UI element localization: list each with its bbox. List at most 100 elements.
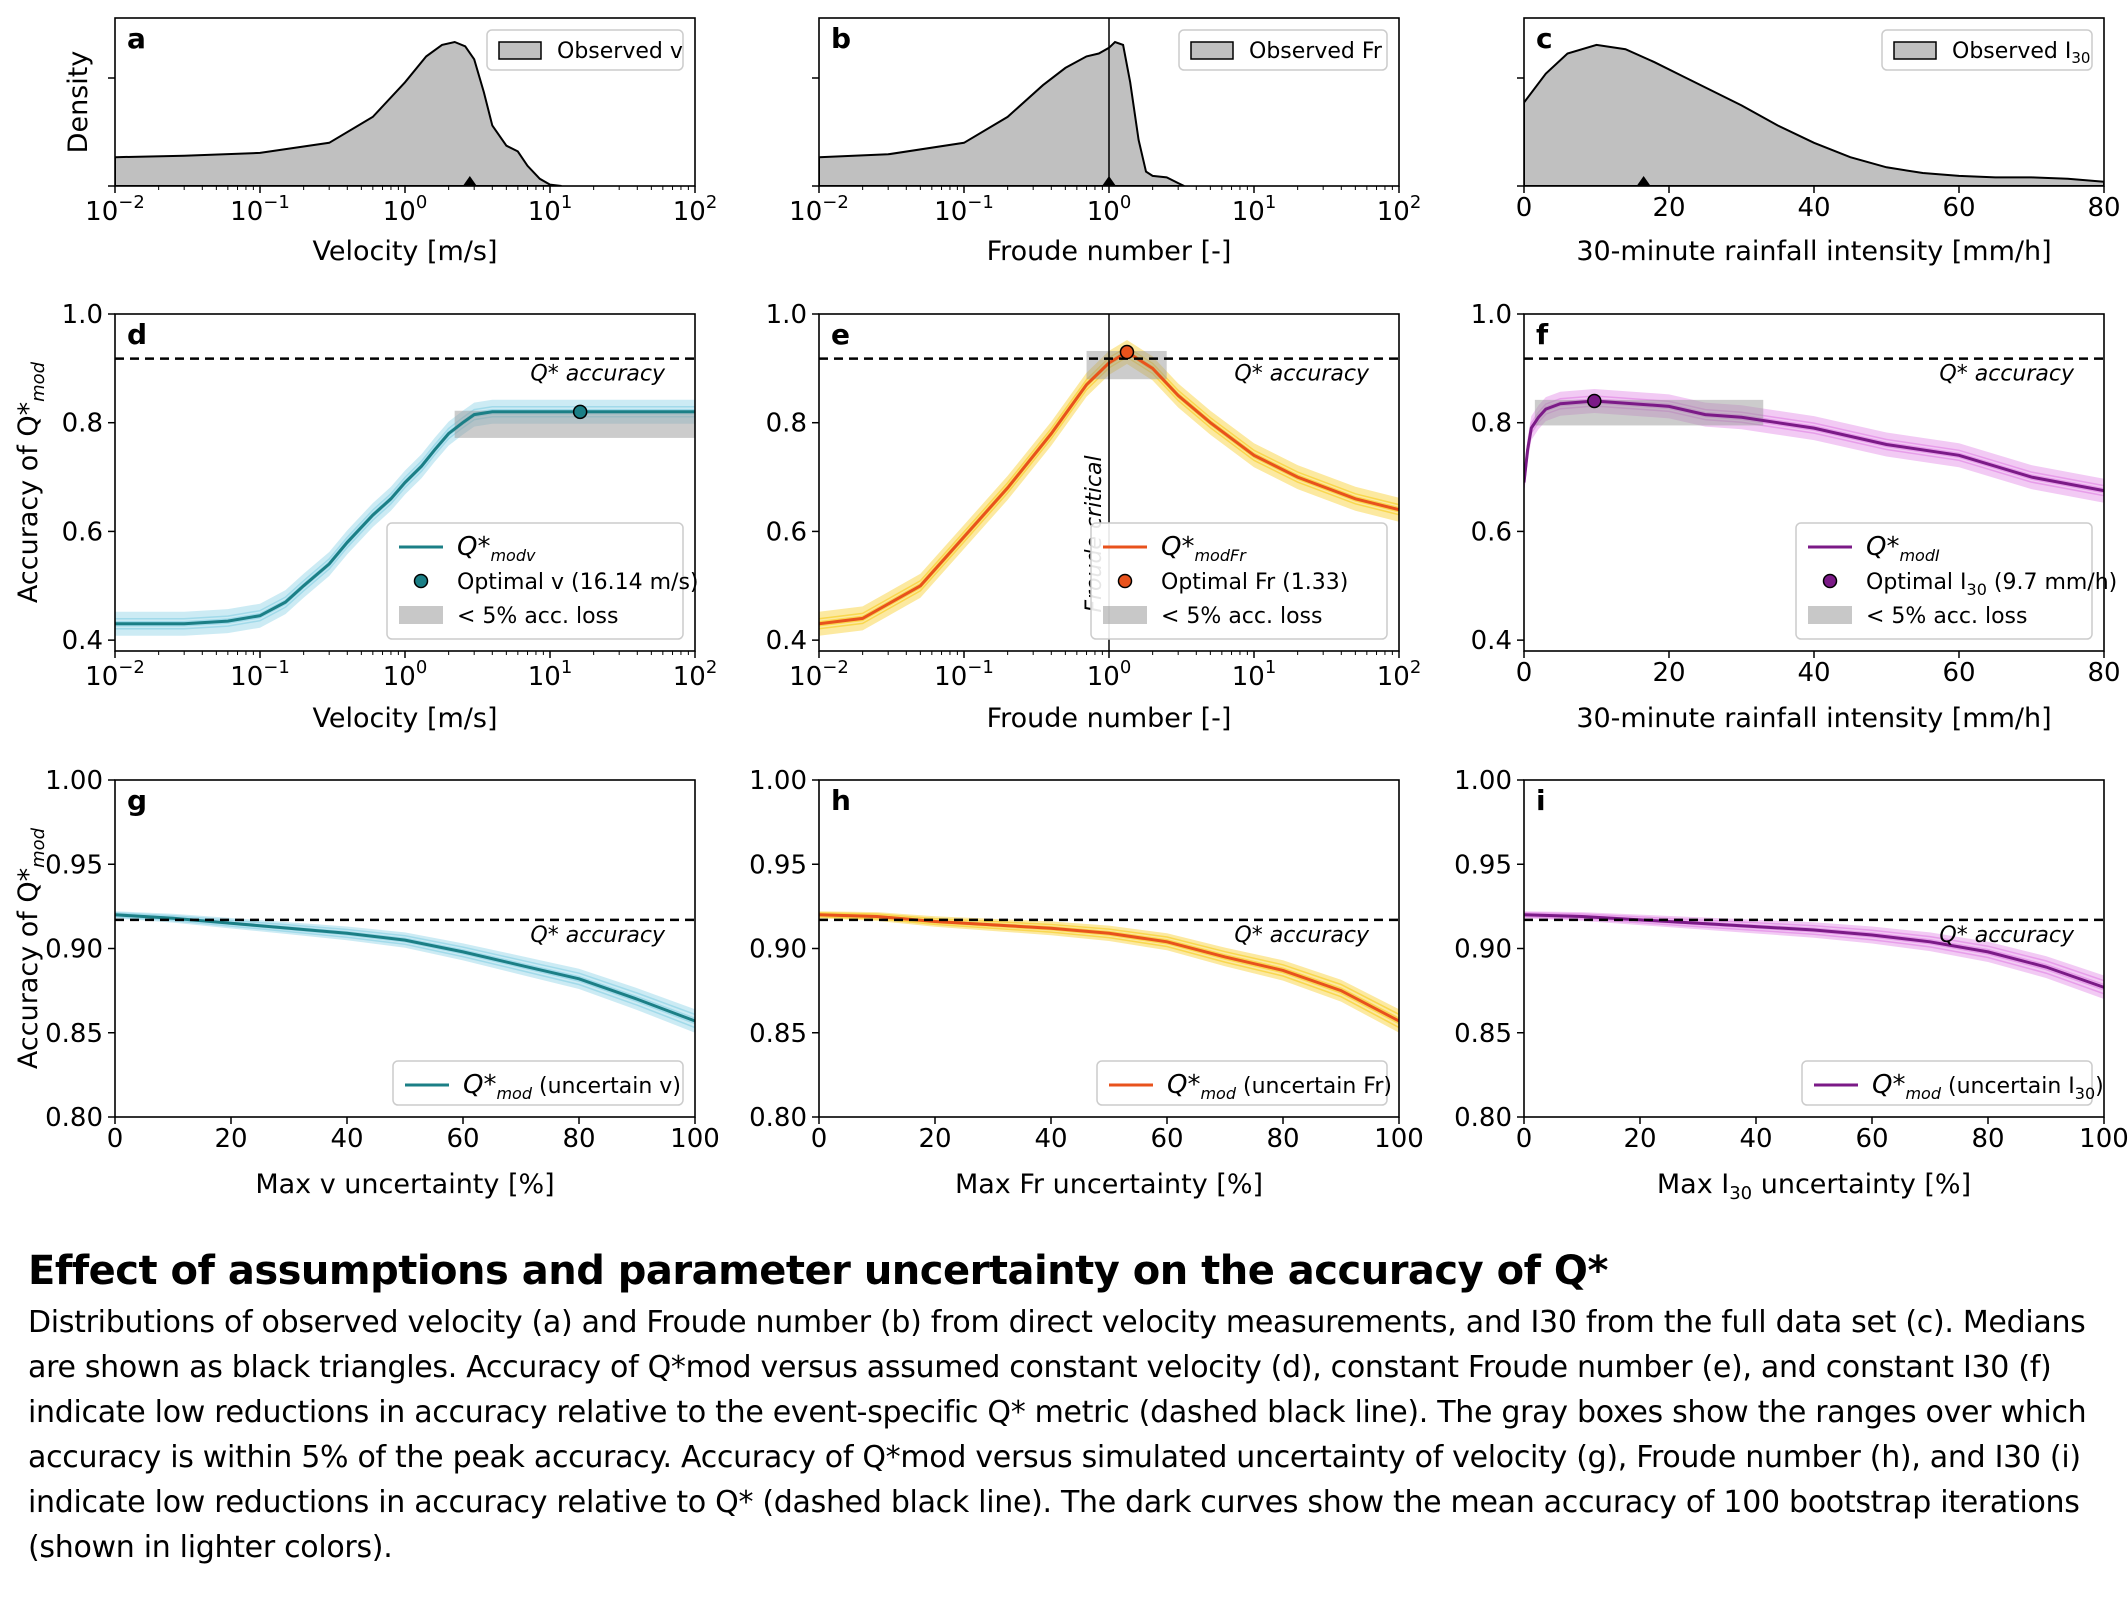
tick-exponent: −2 (822, 192, 849, 213)
x-tick-label-h-4: 80 (1266, 1124, 1299, 1154)
caption-title: Effect of assumptions and parameter unce… (28, 1248, 1608, 1294)
plot-area-c (1524, 43, 2104, 186)
legend-label-f-box: < 5% acc. loss (1866, 604, 2027, 629)
tick-exponent: −2 (822, 657, 849, 678)
tick-base: 10 (789, 197, 822, 227)
x-tick-label-h-5: 100 (1374, 1124, 1424, 1154)
tick-exponent: 0 (1120, 192, 1131, 213)
legend-label-g-curve: Q*mod (uncertain v) (463, 1070, 681, 1103)
qstar-accuracy-label-e: Q* accuracy (1234, 362, 1370, 387)
panel-letter-i: i (1536, 784, 1546, 817)
legend-label-i-curve: Q*mod (uncertain I30) (1872, 1070, 2104, 1103)
x-tick-label-g-5: 100 (670, 1124, 720, 1154)
tick-base: 10 (1087, 662, 1120, 692)
tick-base: 10 (1232, 662, 1265, 692)
x-tick-label-b-0: 10−2 (789, 192, 849, 227)
y-tick-label-g-4: 1.00 (45, 766, 103, 796)
y-tick-label-e-3: 1.0 (766, 300, 807, 330)
tick-base: 10 (1087, 197, 1120, 227)
legend-label-d-box: < 5% acc. loss (457, 604, 618, 629)
mean-curve-d (115, 410, 695, 626)
y-axis-label-g: Accuracy of Q*mod (13, 827, 49, 1069)
x-label-text: 30-minute rainfall intensity [mm/h] (1576, 236, 2051, 267)
tick-exponent: 0 (1120, 657, 1131, 678)
legend-label-e-box: < 5% acc. loss (1161, 604, 1322, 629)
median-marker-a (462, 176, 477, 186)
x-tick-label-f-4: 80 (2087, 658, 2120, 688)
legend-subscript-2: 30 (2075, 1084, 2095, 1103)
legend-box-i (1801, 1060, 2093, 1106)
y-tick-label-h-4: 1.00 (749, 766, 807, 796)
legend-box-swatch-e (1103, 606, 1147, 624)
plot-area-h (819, 911, 1399, 1033)
x-tick-label-i-3: 60 (1855, 1124, 1888, 1154)
legend-q-symbol: Q* (1161, 532, 1194, 562)
legend-marker-swatch-e (1117, 573, 1133, 589)
tick-exponent: 2 (1410, 657, 1421, 678)
y-axis-label-d: Accuracy of Q*mod (13, 361, 49, 603)
tick-exponent: −2 (118, 192, 145, 213)
tick-base: 10 (789, 662, 822, 692)
x-axis-label-f: 30-minute rainfall intensity [mm/h] (1576, 703, 2051, 734)
legend-label-a: Observed v (557, 39, 683, 64)
plot-area-f (1524, 357, 2104, 503)
x-tick-label-e-1: 10−1 (934, 657, 994, 692)
y-axis-label-a: Density (63, 51, 94, 154)
legend-q-symbol: Q* (457, 532, 490, 562)
tick-base: 10 (383, 662, 416, 692)
x-tick-label-d-1: 10−1 (230, 657, 290, 692)
x-tick-label-g-1: 20 (214, 1124, 247, 1154)
legend-optimal-text: Optimal I (1866, 570, 1967, 595)
legend-text: Observed I (1952, 39, 2071, 64)
x-tick-label-g-0: 0 (107, 1124, 124, 1154)
y-tick-label-d-2: 0.8 (62, 409, 103, 439)
tick-exponent: −1 (967, 657, 994, 678)
qstar-accuracy-label-d: Q* accuracy (530, 362, 666, 387)
bootstrap-iteration-h-0 (819, 912, 1399, 1016)
x-tick-label-h-0: 0 (811, 1124, 828, 1154)
plot-area-e (819, 314, 1399, 651)
x-tick-label-a-3: 101 (528, 192, 573, 227)
x-tick-label-i-1: 20 (1623, 1124, 1656, 1154)
x-label-text: 30-minute rainfall intensity [mm/h] (1576, 703, 2051, 734)
x-tick-label-c-3: 60 (1942, 193, 1975, 223)
legend-subscript: mod (1200, 1084, 1236, 1103)
y-tick-label-f-1: 0.6 (1471, 517, 1512, 547)
tick-exponent: 1 (561, 657, 572, 678)
legend-label-b: Observed Fr (1249, 39, 1383, 64)
legend-suffix: (9.7 mm/h) (1987, 570, 2117, 595)
x-tick-label-f-2: 40 (1797, 658, 1830, 688)
mean-curve-f (1524, 399, 2104, 493)
y-tick-label-i-1: 0.85 (1454, 1019, 1512, 1049)
tick-base: 10 (85, 197, 118, 227)
legend-label-h-curve: Q*mod (uncertain Fr) (1167, 1070, 1392, 1103)
bootstrap-iteration-i-0 (1524, 912, 2104, 982)
x-tick-label-c-1: 20 (1652, 193, 1685, 223)
y-label-subscript: mod (28, 827, 49, 868)
tick-base: 10 (934, 197, 967, 227)
legend-marker-swatch-d (413, 573, 429, 589)
legend-box-g (392, 1060, 684, 1106)
legend-subscript: 30 (2071, 49, 2090, 67)
legend-label-d-curve: Q*modv (457, 532, 536, 565)
bootstrap-iteration-g-3 (115, 916, 695, 1029)
legend-box-swatch-d (399, 606, 443, 624)
x-tick-label-e-0: 10−2 (789, 657, 849, 692)
legend-subscript: modv (490, 546, 536, 565)
legend-q-symbol: Q* (463, 1070, 496, 1100)
legend-subscript: modFr (1194, 546, 1247, 565)
panel-d: Q* accuracy Q*modv Optimal v (16.14 m/s) < … (13, 300, 717, 734)
x-tick-label-f-1: 20 (1652, 658, 1685, 688)
legend-q-symbol: Q* (1167, 1070, 1200, 1100)
legend-subscript: 30 (1967, 580, 1987, 599)
legend-suffix: (uncertain v) (532, 1074, 681, 1099)
y-tick-label-g-3: 0.95 (45, 850, 103, 880)
panel-letter-c: c (1536, 22, 1553, 55)
x-tick-label-a-2: 100 (383, 192, 428, 227)
x-axis-label-b: Froude number [-] (987, 236, 1232, 267)
x-tick-label-d-0: 10−2 (85, 657, 145, 692)
legend-swatch-a (498, 41, 542, 60)
y-tick-label-d-3: 1.0 (62, 300, 103, 330)
qstar-accuracy-label-i: Q* accuracy (1939, 923, 2075, 948)
